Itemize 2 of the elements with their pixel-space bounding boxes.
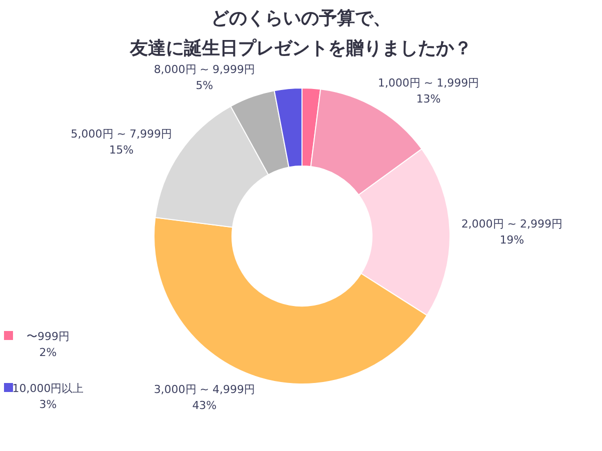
chart-subtitle: 友達に誕生日プレゼントを贈りましたか？ — [129, 38, 472, 59]
chart-title: どのくらいの予算で、 — [211, 8, 391, 29]
